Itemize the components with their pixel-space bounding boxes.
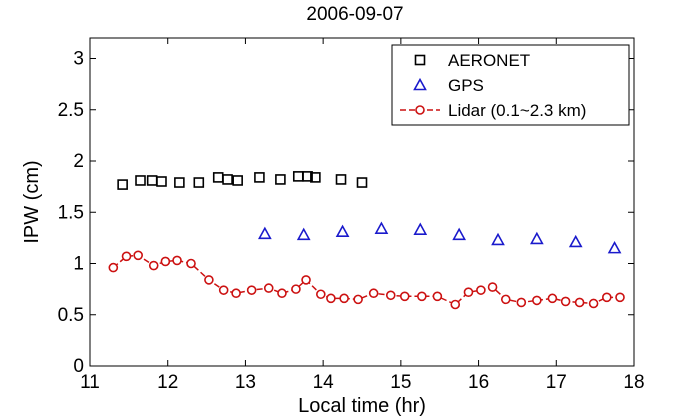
y-tick-label: 0.5	[58, 305, 84, 326]
data-point	[452, 227, 466, 241]
legend-label: GPS	[448, 76, 484, 95]
chart-title: 2006-09-07	[306, 4, 403, 25]
y-axis-label: IPW (cm)	[21, 160, 43, 243]
data-point	[615, 292, 625, 303]
data-point	[568, 234, 583, 248]
data-point	[204, 275, 214, 285]
data-point	[291, 284, 301, 294]
data-point	[547, 293, 558, 304]
data-point	[601, 292, 612, 303]
data-point	[374, 221, 389, 234]
y-tick-label: 0	[73, 356, 84, 377]
data-point	[316, 289, 326, 300]
data-point	[254, 172, 265, 183]
data-point	[263, 283, 274, 293]
y-tick-label: 2	[73, 151, 84, 172]
series-1	[258, 221, 622, 254]
data-point	[133, 250, 143, 261]
data-point	[231, 288, 241, 299]
data-point	[516, 297, 527, 308]
x-tick-label: 18	[623, 372, 644, 393]
data-point	[160, 256, 171, 267]
series-2	[108, 250, 625, 310]
data-point	[385, 290, 396, 301]
data-point	[339, 293, 349, 304]
legend-marker	[414, 54, 426, 66]
data-point	[302, 171, 313, 182]
data-point	[491, 232, 505, 246]
data-point	[368, 288, 379, 299]
data-point	[117, 179, 128, 190]
data-point	[335, 224, 350, 238]
data-point	[476, 285, 486, 295]
y-tick-label: 2.5	[58, 100, 84, 121]
data-point	[148, 260, 159, 271]
data-point	[500, 294, 511, 305]
data-point	[356, 177, 368, 188]
data-point	[326, 293, 336, 304]
legend-marker	[415, 105, 425, 115]
data-point	[413, 222, 428, 235]
y-tick-label: 1.5	[58, 202, 84, 223]
legend-label: AERONET	[448, 51, 530, 70]
data-point	[463, 287, 474, 298]
x-tick-label: 17	[546, 372, 567, 393]
data-point	[574, 297, 585, 308]
data-point	[277, 288, 287, 299]
legend-entry: GPS	[413, 76, 484, 95]
data-point	[335, 174, 347, 185]
legend-label: Lidar (0.1~2.3 km)	[448, 101, 586, 120]
data-point	[310, 172, 321, 183]
data-point	[108, 262, 119, 273]
data-point	[121, 251, 132, 262]
x-tick-label: 12	[157, 372, 178, 393]
data-point	[417, 291, 427, 302]
y-tick-label: 3	[73, 49, 84, 70]
legend-marker	[413, 77, 427, 91]
data-point	[232, 175, 243, 186]
x-tick-label: 15	[390, 372, 411, 393]
legend-box	[391, 44, 630, 126]
x-tick-label: 11	[80, 372, 100, 393]
legend: AERONET GPS Lidar (0.1~2.3 km)	[391, 44, 630, 126]
series-layer	[108, 171, 625, 310]
data-point	[301, 275, 311, 285]
axis-ticks: 11 12 13 14 15 16 17 18 0 0.5 1 1.5 2 2.5 3	[58, 38, 645, 393]
data-point	[432, 291, 443, 302]
series-0	[117, 171, 368, 190]
data-point	[296, 227, 311, 241]
data-point	[218, 285, 229, 295]
data-point	[258, 226, 272, 240]
data-point	[560, 296, 571, 307]
data-point	[530, 231, 544, 245]
data-point	[156, 176, 167, 187]
x-tick-label: 14	[313, 372, 335, 393]
x-tick-label: 16	[468, 372, 489, 393]
x-axis-label: Local time (hr)	[298, 395, 426, 417]
data-point	[174, 177, 185, 188]
data-point	[353, 294, 363, 305]
data-point	[186, 258, 196, 269]
data-point	[399, 291, 410, 302]
data-point	[172, 255, 182, 266]
data-point	[487, 282, 498, 292]
data-point	[135, 175, 146, 186]
data-point	[222, 174, 233, 185]
data-point	[532, 295, 542, 306]
data-point	[607, 240, 622, 254]
data-point	[450, 299, 461, 310]
data-point	[275, 174, 286, 185]
data-point	[193, 177, 205, 188]
data-point	[246, 285, 257, 295]
data-point	[588, 298, 599, 309]
y-tick-label: 1	[73, 254, 84, 275]
x-tick-label: 13	[235, 372, 256, 393]
legend-entry: Lidar (0.1~2.3 km)	[400, 101, 586, 120]
legend-entry: AERONET	[414, 51, 530, 70]
